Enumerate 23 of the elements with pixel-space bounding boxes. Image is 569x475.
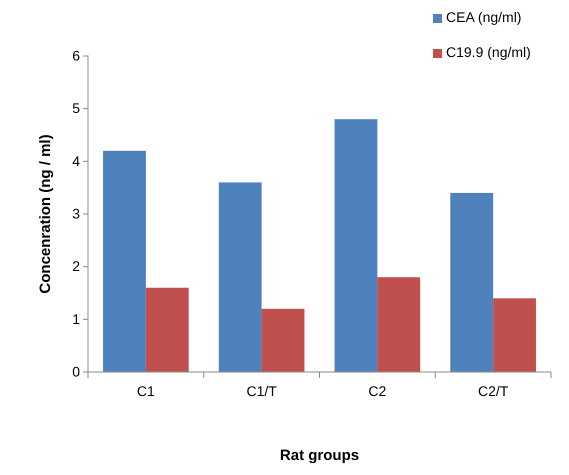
bar [334, 119, 378, 372]
bar [146, 288, 189, 372]
y-tick-label: 5 [72, 100, 80, 116]
x-tick-label: C1/T [246, 382, 278, 399]
bar [493, 298, 536, 372]
legend-label: C19.9 (ng/ml) [446, 44, 531, 60]
x-tick-label: C2 [368, 382, 387, 399]
y-tick-label: 0 [72, 363, 80, 380]
y-axis-title: Concenration (ng / ml) [37, 134, 54, 294]
y-tick-label: 1 [72, 310, 80, 327]
y-tick-label: 4 [72, 152, 80, 169]
bar [377, 277, 420, 372]
bar [103, 150, 146, 372]
y-tick-label: 6 [72, 47, 80, 64]
y-tick-label: 2 [72, 258, 80, 274]
x-tick-label: C2/T [478, 382, 509, 399]
y-tick-label: 3 [72, 205, 80, 222]
bar [262, 308, 304, 372]
legend-label: CEA (ng/ml) [446, 9, 522, 25]
x-axis-title: Rat groups [280, 447, 360, 464]
x-tick-label: C1 [136, 382, 156, 399]
bar [218, 182, 262, 372]
bar [450, 192, 494, 372]
